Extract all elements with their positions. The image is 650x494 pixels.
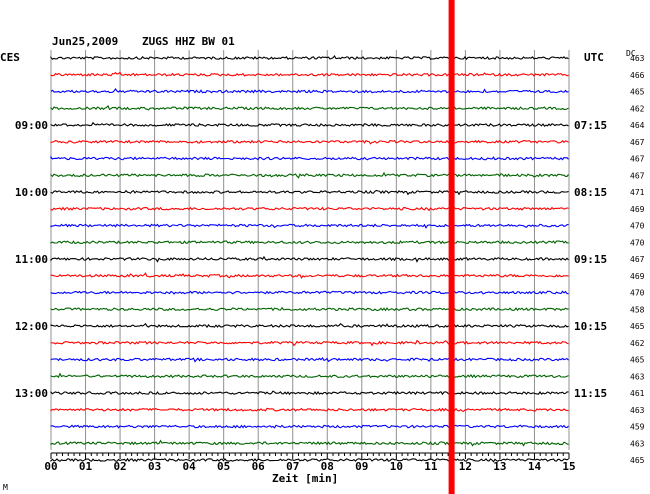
header-date: Jun25,2009: [52, 35, 118, 48]
left-time-label: 09:00: [15, 119, 48, 132]
trace-row-12: [50, 255, 569, 263]
trace-row-17: [50, 339, 569, 347]
trace-row-10: [50, 223, 569, 229]
chart-grid: [50, 50, 570, 450]
x-tick-label: 08: [321, 460, 334, 473]
x-tick-label: 14: [528, 460, 542, 473]
dc-values: 463 466 465 462 464 467 467 467 471 469 470 470 467 4…: [630, 54, 645, 465]
dc-value: 467: [630, 138, 645, 147]
trace-row-11: [50, 240, 569, 245]
trace-row-22: [50, 424, 569, 429]
x-tick-label: 05: [217, 460, 230, 473]
dc-value: 465: [630, 356, 645, 365]
left-time-label: 13:00: [15, 387, 48, 400]
dc-value: 461: [630, 389, 645, 398]
dc-value: 469: [630, 205, 645, 214]
dc-value: 463: [630, 54, 645, 63]
right-time-label: 09:15: [574, 253, 607, 266]
dc-value: 465: [630, 456, 645, 465]
dc-value: 466: [630, 71, 645, 80]
dc-value: 467: [630, 171, 645, 180]
footer-mark: M: [3, 483, 8, 492]
dc-value: 470: [630, 238, 645, 247]
dc-value: 458: [630, 305, 645, 314]
x-tick-label: 11: [424, 460, 438, 473]
dc-value: 467: [630, 255, 645, 264]
trace-row-5: [50, 139, 569, 145]
time-labels: 09:00 10:00 11:00 12:00 13:00 07:15 08:15 09:15…: [15, 119, 607, 400]
trace-row-13: [50, 272, 569, 279]
x-tick-label: 01: [79, 460, 93, 473]
trace-row-24: [50, 457, 569, 463]
dc-value: 463: [630, 372, 645, 381]
x-tick-label: 00: [44, 460, 57, 473]
trace-row-15: [50, 306, 569, 312]
trace-row-14: [50, 290, 569, 295]
x-tick-label: 04: [183, 460, 197, 473]
left-axis-title: CES: [0, 51, 20, 64]
dc-value: 463: [630, 406, 645, 415]
event-marker-line: [448, 0, 455, 494]
dc-value: 462: [630, 339, 645, 348]
trace-row-4: [50, 121, 569, 128]
trace-row-16: [50, 322, 569, 329]
right-time-label: 11:15: [574, 387, 607, 400]
x-axis: 00 01 02 03 04 05 06 07 08 09 10 11 12 13 14 15: [44, 452, 576, 473]
dc-value: 465: [630, 88, 645, 97]
header-station: ZUGS HHZ BW 01: [142, 35, 235, 48]
right-axis-title: UTC: [584, 51, 604, 64]
dc-value: 462: [630, 104, 645, 113]
seismic-traces: [50, 55, 569, 463]
trace-row-21: [50, 407, 569, 413]
dc-value: 463: [630, 439, 645, 448]
dc-value: 465: [630, 322, 645, 331]
x-tick-label: 13: [493, 460, 506, 473]
dc-value: 467: [630, 155, 645, 164]
trace-row-6: [50, 155, 569, 161]
right-time-label: 08:15: [574, 186, 607, 199]
trace-row-18: [50, 356, 569, 363]
x-tick-label: 15: [562, 460, 575, 473]
trace-row-1: [50, 71, 569, 77]
trace-row-8: [50, 189, 569, 196]
dc-title: DC: [626, 49, 636, 58]
trace-row-0: [50, 55, 569, 61]
trace-row-3: [50, 104, 569, 111]
x-tick-label: 07: [286, 460, 299, 473]
trace-row-2: [50, 87, 569, 94]
x-tick-label: 02: [113, 460, 126, 473]
x-tick-label: 03: [148, 460, 161, 473]
dc-value: 459: [630, 423, 645, 432]
x-tick-label: 10: [390, 460, 403, 473]
trace-row-23: [50, 439, 569, 447]
left-time-label: 10:00: [15, 186, 48, 199]
left-time-label: 12:00: [15, 320, 48, 333]
dc-value: 470: [630, 289, 645, 298]
dc-value: 469: [630, 272, 645, 281]
x-tick-label: 09: [355, 460, 368, 473]
trace-row-9: [50, 206, 569, 212]
x-tick-label: 12: [459, 460, 472, 473]
trace-row-7: [50, 171, 569, 179]
trace-row-19: [50, 372, 569, 379]
right-time-label: 10:15: [574, 320, 607, 333]
dc-value: 471: [630, 188, 645, 197]
trace-row-20: [50, 390, 569, 396]
dc-value: 470: [630, 222, 645, 231]
x-axis-label: Zeit [min]: [272, 472, 338, 485]
right-time-label: 07:15: [574, 119, 607, 132]
dc-value: 464: [630, 121, 645, 130]
x-tick-label: 06: [252, 460, 266, 473]
left-time-label: 11:00: [15, 253, 48, 266]
